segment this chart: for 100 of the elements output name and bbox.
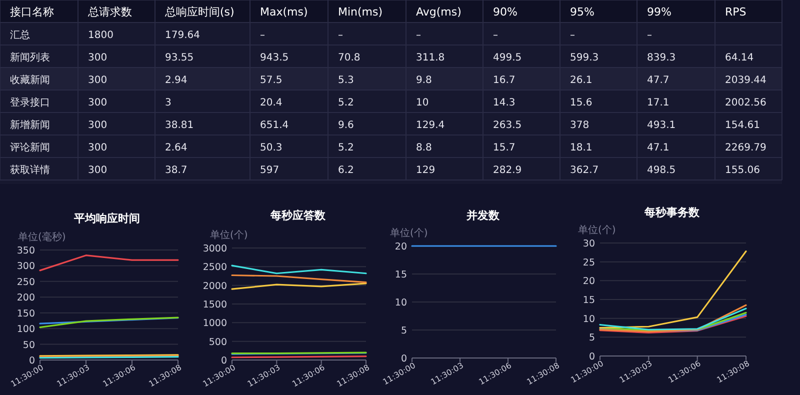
text: 282.9 — [493, 164, 522, 176]
text: – — [260, 30, 265, 41]
category-label: 接口名称 — [10, 5, 54, 18]
text: 651.4 — [260, 120, 289, 131]
text: 2.94 — [165, 74, 188, 86]
text: 498.5 — [647, 164, 676, 176]
text: 493.1 — [647, 120, 676, 131]
text: 15.7 — [493, 142, 516, 154]
y-tick-label: 1500 — [202, 300, 227, 310]
y-tick-label: 10 — [582, 314, 595, 325]
y-tick-label: 150 — [16, 308, 35, 320]
text: 499.5 — [493, 52, 522, 64]
y-tick-label: 2000 — [202, 280, 227, 292]
category-label: Avg(ms) — [416, 5, 462, 18]
text: 2269.79 — [725, 142, 766, 154]
category-label: 总响应时间(s) — [164, 5, 234, 18]
y-tick-label: 15 — [394, 270, 407, 280]
text: 129.4 — [416, 120, 445, 131]
y-tick-label: 3000 — [202, 244, 227, 254]
text: 154.61 — [725, 120, 760, 131]
text: 6.2 — [338, 164, 354, 176]
text: – — [338, 30, 343, 41]
y-tick-label: 5 — [588, 332, 595, 344]
text: 129 — [416, 164, 436, 176]
text: 155.06 — [725, 164, 760, 176]
text: 获取详情 — [10, 164, 50, 176]
y-tick-label: 300 — [16, 261, 35, 272]
text: 登录接口 — [10, 97, 50, 108]
text: 3 — [165, 97, 172, 108]
text: 评论新闻 — [10, 142, 50, 154]
text: 597 — [260, 164, 280, 176]
text: 16.7 — [493, 74, 516, 86]
y-tick-label: 0 — [28, 356, 35, 366]
text: 收藏新闻 — [10, 74, 50, 86]
text: 新闻列表 — [10, 52, 50, 64]
text: 26.1 — [570, 74, 592, 86]
y-tick-label: 25 — [582, 257, 595, 268]
text: 9.8 — [416, 74, 432, 86]
y-tick-label: 200 — [16, 292, 35, 304]
text: 新增新闻 — [10, 120, 50, 131]
text: – — [416, 30, 421, 41]
text: 311.8 — [416, 52, 445, 64]
text: 20.4 — [260, 97, 282, 108]
text: 47.1 — [647, 142, 670, 154]
line-series — [231, 274, 367, 284]
y-axis-title: 单位(个) — [578, 224, 616, 236]
text: 汇总 — [10, 30, 30, 41]
text: – — [493, 30, 498, 41]
text: 5.2 — [338, 142, 354, 154]
category-label: 99% — [647, 5, 672, 18]
line-series — [39, 316, 179, 328]
text: 50.3 — [260, 142, 282, 154]
line-series — [599, 250, 747, 329]
text: 70.8 — [338, 52, 360, 64]
chart-title: 并发数 — [466, 209, 500, 222]
y-tick-label: 100 — [16, 324, 35, 336]
text: – — [647, 30, 652, 41]
y-axis-title: 单位(个) — [390, 227, 428, 239]
y-tick-label: 30 — [582, 238, 595, 250]
text: 5.3 — [338, 74, 354, 86]
text: 300 — [88, 97, 108, 108]
y-tick-label: 5 — [400, 326, 407, 336]
y-tick-label: 0 — [220, 356, 227, 366]
text: 9.6 — [338, 120, 354, 131]
text: 300 — [88, 142, 108, 154]
y-tick-label: 20 — [394, 242, 407, 252]
y-tick-label: 50 — [22, 340, 35, 351]
y-tick-label: 20 — [582, 276, 595, 288]
text: 38.7 — [165, 164, 188, 176]
text: 17.1 — [647, 97, 670, 108]
y-tick-label: 0 — [588, 352, 595, 362]
chart-title: 每秒应答数 — [270, 209, 326, 222]
text: 1800 — [88, 30, 114, 41]
text: 378 — [570, 120, 590, 131]
y-tick-label: 250 — [16, 276, 35, 288]
text: 64.14 — [725, 52, 754, 64]
category-label: 95% — [570, 5, 594, 18]
y-axis-title: 单位(毫秒) — [18, 231, 66, 243]
text: 300 — [88, 52, 108, 64]
y-tick-label: 0 — [400, 354, 407, 364]
text: 15.6 — [570, 97, 592, 108]
text: 300 — [88, 120, 108, 131]
category-label: 总请求数 — [87, 5, 132, 18]
y-tick-label: 2500 — [202, 262, 227, 274]
text: 2039.44 — [725, 74, 766, 86]
y-tick-label: 10 — [394, 298, 407, 308]
y-tick-label: 500 — [208, 336, 227, 348]
category-label: Max(ms) — [260, 5, 308, 18]
category-label: RPS — [725, 5, 746, 18]
y-tick-label: 1000 — [202, 318, 227, 330]
y-tick-label: 15 — [582, 295, 595, 306]
text: 5.2 — [338, 97, 354, 108]
category-label: 90% — [493, 5, 518, 18]
text: 38.81 — [165, 120, 194, 131]
text: 47.7 — [647, 74, 670, 86]
text: 10 — [416, 97, 429, 108]
text: 839.3 — [647, 52, 676, 64]
y-axis-title: 单位(个) — [210, 229, 248, 241]
text: 300 — [88, 74, 108, 86]
y-tick-label: 350 — [16, 246, 35, 256]
